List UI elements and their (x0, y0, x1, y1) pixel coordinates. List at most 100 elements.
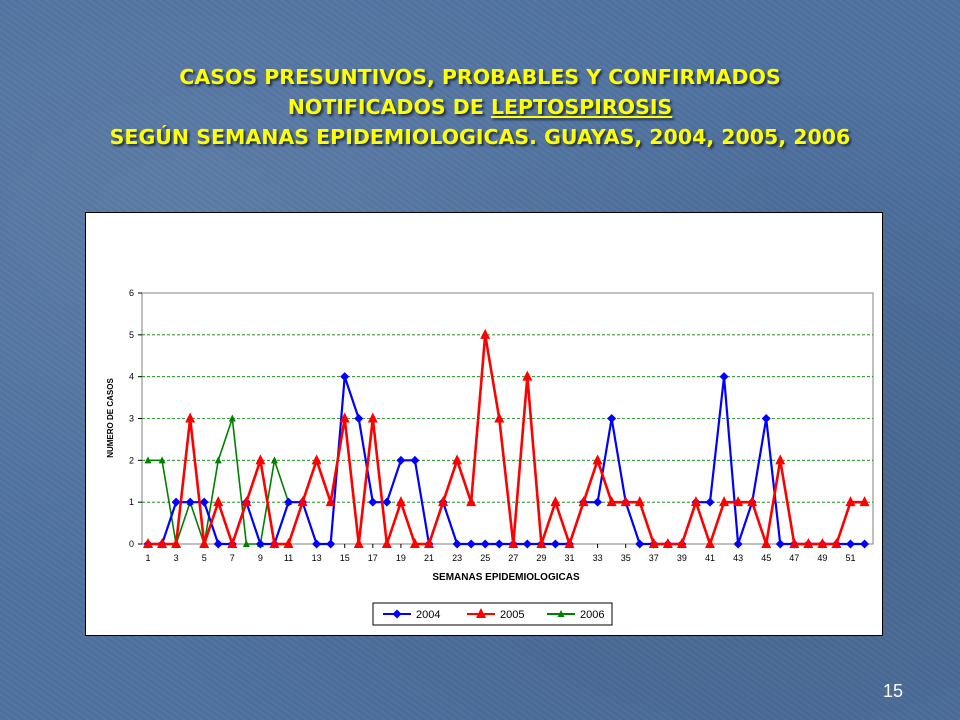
x-tick-label: 29 (536, 553, 546, 563)
data-point-2005 (339, 412, 350, 423)
data-point-2005 (859, 496, 870, 507)
data-point-2005 (227, 538, 238, 548)
data-point-2005 (409, 538, 420, 548)
data-point-2005 (480, 328, 491, 339)
data-point-2004 (607, 414, 617, 423)
data-point-2004 (255, 539, 265, 549)
legend-label-2005: 2005 (500, 609, 524, 621)
x-tick-label: 39 (677, 553, 687, 563)
data-point-2005 (185, 412, 196, 423)
chart-legend: 2004 2005 2006 (372, 602, 613, 626)
data-point-2005 (241, 496, 252, 507)
x-tick-label: 27 (508, 553, 518, 563)
data-point-2004 (382, 497, 392, 507)
title-underlined-term: LEPTOSPIROSIS (490, 95, 673, 119)
legend-marker-2006 (557, 610, 565, 617)
x-tick-label: 33 (593, 553, 603, 563)
x-tick-label: 49 (817, 553, 827, 563)
title-line-1: CASOS PRESUNTIVOS, PROBABLES Y CONFIRMAD… (179, 65, 781, 89)
x-tick-label: 17 (368, 553, 378, 563)
data-point-2005 (789, 538, 800, 548)
data-point-2004 (775, 539, 785, 549)
data-point-2005 (690, 496, 701, 507)
data-point-2004 (593, 497, 603, 507)
data-point-2004 (284, 497, 293, 507)
data-point-2005 (803, 538, 814, 548)
data-point-2004 (860, 539, 870, 549)
data-point-2005 (367, 412, 378, 423)
x-tick-label: 37 (649, 553, 659, 563)
series-line-2004 (148, 375, 865, 546)
data-point-2005 (705, 538, 715, 548)
x-tick-label: 19 (396, 553, 406, 563)
data-point-2005 (845, 496, 856, 507)
data-point-2005 (733, 496, 744, 507)
x-tick-label: 13 (312, 553, 322, 563)
data-point-2005 (297, 496, 308, 507)
x-tick-label: 9 (258, 553, 263, 563)
data-point-2004 (354, 414, 364, 423)
data-point-2004 (719, 372, 729, 382)
x-tick-label: 5 (202, 553, 207, 563)
data-point-2004 (396, 455, 406, 465)
data-point-2004 (199, 497, 209, 507)
x-tick-label: 21 (424, 553, 434, 563)
data-point-2005 (634, 496, 645, 507)
data-point-2004 (705, 497, 715, 507)
data-point-2004 (494, 539, 504, 549)
data-point-2004 (522, 539, 532, 549)
data-point-2004 (340, 372, 350, 382)
data-point-2005 (466, 496, 477, 507)
data-point-2004 (213, 539, 223, 549)
data-point-2005 (747, 496, 758, 507)
data-point-2004 (846, 539, 855, 549)
page-number: 15 (882, 681, 903, 701)
data-point-2005 (424, 538, 434, 548)
x-tick-label: 45 (761, 553, 771, 563)
data-point-2005 (157, 538, 168, 548)
data-point-2005 (620, 496, 631, 507)
x-tick-label: 31 (564, 553, 574, 563)
data-point-2004 (452, 539, 462, 549)
data-point-2005 (817, 538, 828, 548)
x-tick-label: 43 (733, 553, 743, 563)
data-point-2005 (353, 538, 364, 548)
data-point-2004 (466, 539, 476, 549)
slide-title: CASOS PRESUNTIVOS, PROBABLES Y CONFIRMAD… (0, 62, 960, 152)
x-tick-label: 25 (480, 553, 490, 563)
y-tick-label: 0 (129, 539, 134, 549)
legend-marker-2004 (392, 609, 402, 619)
x-axis-label: SEMANAS EPIDEMIOLOGICAS (432, 572, 580, 583)
title-line-2: NOTIFICADOS DE LEPTOSPIROSIS (0, 92, 960, 122)
data-point-2004 (312, 539, 322, 549)
data-point-2005 (578, 496, 589, 507)
data-point-2004 (550, 539, 560, 549)
series-line-2005 (148, 333, 865, 546)
legend-marker-2005 (476, 608, 486, 618)
data-point-2005 (325, 496, 336, 507)
data-point-2006 (228, 414, 236, 422)
x-tick-label: 3 (174, 553, 179, 563)
x-tick-label: 7 (230, 553, 235, 563)
data-point-2005 (213, 496, 224, 507)
data-point-2006 (158, 456, 166, 464)
x-tick-label: 35 (621, 553, 631, 563)
x-tick-label: 15 (340, 553, 350, 563)
series-2005 (143, 328, 870, 548)
data-point-2005 (550, 496, 561, 507)
y-tick-label: 1 (129, 497, 134, 507)
data-point-2005 (606, 496, 617, 507)
data-point-2005 (536, 538, 547, 548)
x-tick-label: 41 (705, 553, 715, 563)
y-axis-label: NUMERO DE CASOS (106, 378, 115, 458)
data-point-2005 (452, 454, 463, 465)
data-point-2005 (775, 454, 786, 465)
data-point-2005 (592, 454, 603, 465)
data-point-2004 (185, 497, 195, 507)
y-tick-label: 2 (129, 455, 134, 465)
data-point-2005 (255, 454, 266, 465)
data-point-2004 (635, 539, 645, 549)
data-point-2005 (662, 538, 673, 548)
data-point-2006 (144, 456, 152, 464)
